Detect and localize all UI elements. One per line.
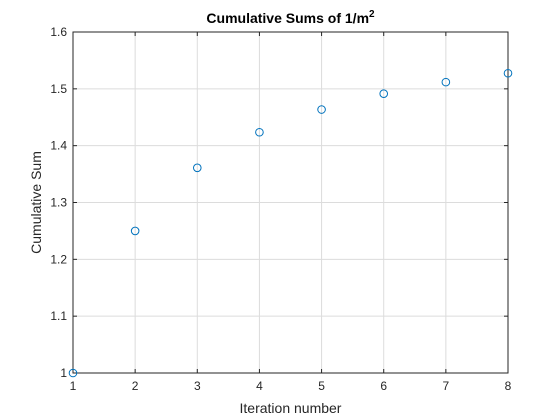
data-point <box>379 89 389 99</box>
data-point <box>317 105 326 114</box>
ticks: 1 2 3 4 5 6 7 8 1 1.1 1.2 1.3 1.4 1.5 1.6 <box>50 25 511 393</box>
data-point <box>503 68 513 78</box>
x-axis-label: Iteration number <box>240 400 342 416</box>
x-tick-label: 7 <box>443 379 450 393</box>
x-tick-label: 6 <box>380 379 387 393</box>
y-tick-label: 1.4 <box>50 139 67 153</box>
data-points <box>68 68 513 378</box>
grid <box>72 31 509 374</box>
y-axis-label: Cumulative Sum <box>28 151 44 254</box>
chart-title: Cumulative Sums of 1/m2 <box>206 9 375 26</box>
data-point <box>130 226 140 236</box>
x-tick-label: 8 <box>505 379 512 393</box>
chart-title-superscript: 2 <box>369 9 375 20</box>
y-tick-label: 1.1 <box>50 309 67 323</box>
x-tick-label: 5 <box>318 379 325 393</box>
y-tick-label: 1.3 <box>50 196 67 210</box>
y-tick-label: 1.5 <box>50 82 67 96</box>
x-tick-label: 3 <box>194 379 201 393</box>
data-point <box>68 368 78 378</box>
chart-title-text: Cumulative Sums of 1/m <box>206 10 369 26</box>
y-tick-label: 1.2 <box>50 252 67 266</box>
y-tick-label: 1.6 <box>50 25 67 39</box>
x-tick-label: 1 <box>70 379 77 393</box>
x-tick-label: 2 <box>132 379 139 393</box>
data-point <box>255 127 264 137</box>
y-tick-label: 1 <box>60 366 67 380</box>
data-point <box>192 163 202 173</box>
x-tick-label: 4 <box>256 379 263 393</box>
data-point <box>441 77 451 87</box>
